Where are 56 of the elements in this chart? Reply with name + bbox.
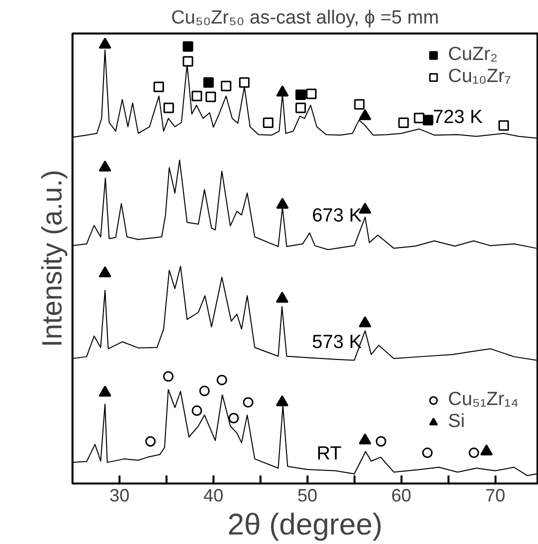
point: [182, 56, 194, 67]
y-axis-title: Intensity (a.u.): [36, 170, 68, 348]
series-label: 573 K: [312, 332, 362, 353]
point: [480, 444, 493, 456]
point: [422, 448, 433, 458]
series-label: 673 K: [312, 205, 362, 226]
x-tick-label: 30: [109, 486, 130, 506]
point: [276, 292, 288, 303]
point: [414, 112, 424, 124]
point: [153, 82, 164, 92]
point: [203, 77, 214, 88]
point: [216, 374, 228, 386]
chart-title: Cu₅₀Zr₅₀ as-cast alloy, ϕ =5 mm: [171, 8, 439, 28]
point: [192, 405, 202, 416]
point: [276, 85, 289, 96]
point: [98, 38, 112, 49]
legend-label: Cu₅₁Zr₁₄: [448, 389, 518, 411]
point: [468, 448, 480, 458]
point: [295, 102, 306, 114]
point: [262, 118, 274, 128]
point: [295, 89, 306, 100]
point: [182, 41, 194, 52]
point: [98, 266, 112, 278]
point: [354, 99, 365, 110]
point: [98, 386, 112, 397]
x-axis-title: 2θ (degree): [227, 508, 383, 542]
x-tick-label: 40: [203, 486, 224, 506]
series-label: 723 K: [432, 107, 483, 128]
point: [422, 114, 434, 126]
point: [192, 90, 202, 102]
point: [306, 88, 317, 100]
x-tick-label: 50: [297, 486, 318, 506]
point: [163, 371, 174, 382]
legend-label: Si: [448, 411, 466, 433]
point: [358, 316, 372, 328]
point: [199, 386, 210, 396]
series-label: RT: [316, 443, 342, 464]
point: [276, 198, 289, 209]
point: [163, 102, 174, 114]
point: [145, 436, 156, 447]
point: [228, 412, 239, 424]
point: [239, 77, 250, 88]
x-tick-label: 60: [391, 486, 412, 506]
point: [220, 80, 232, 92]
point: [498, 120, 509, 131]
point: [358, 109, 372, 120]
point: [98, 160, 112, 172]
legend-label: Cu₁₀Zr₇: [448, 66, 512, 88]
point: [358, 433, 372, 444]
point: [206, 92, 216, 102]
point: [242, 397, 254, 408]
legend-label: CuZr₂: [448, 44, 498, 66]
point: [276, 395, 288, 406]
point: [398, 118, 409, 128]
point: [376, 436, 386, 447]
x-tick-label: 70: [485, 486, 506, 506]
